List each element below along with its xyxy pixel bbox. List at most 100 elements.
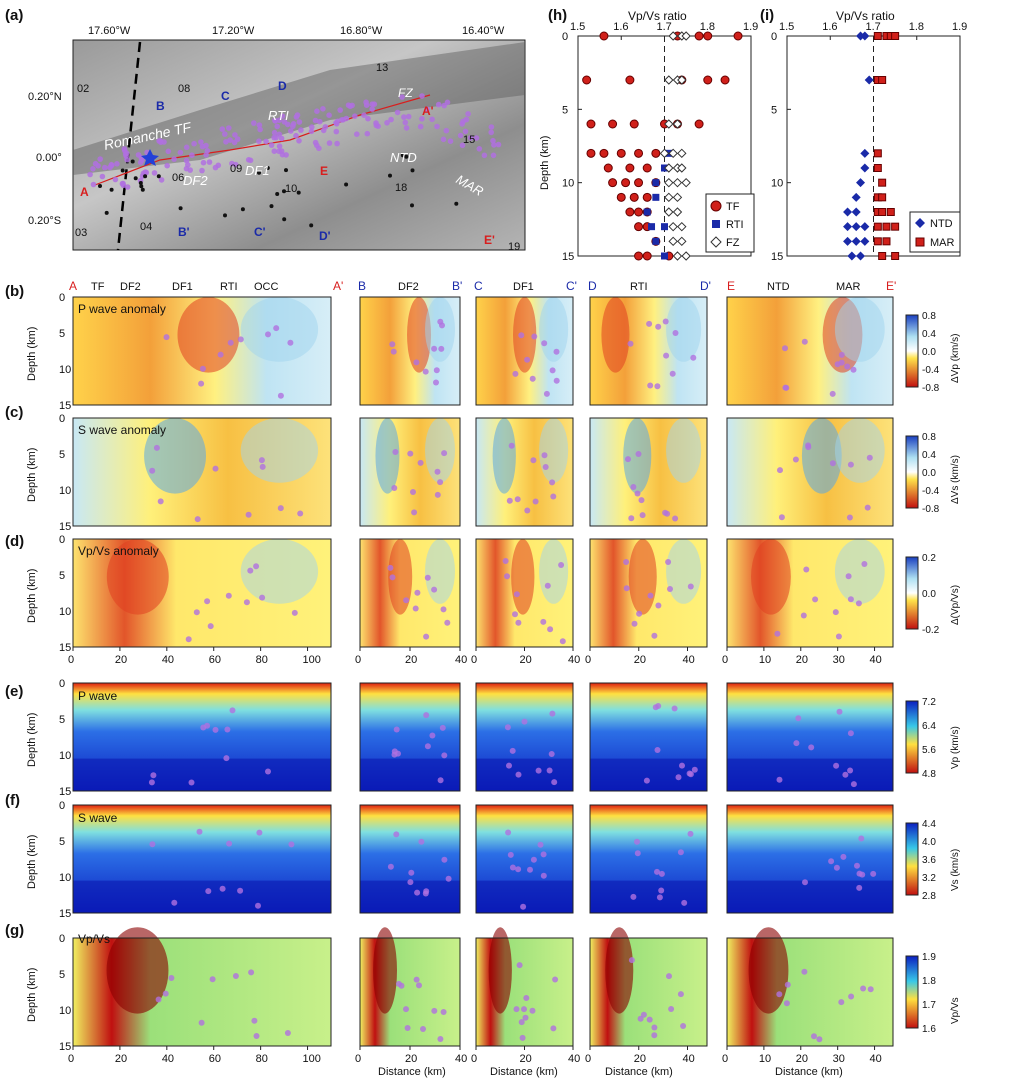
point-tf xyxy=(694,31,704,41)
epicenter xyxy=(401,114,407,120)
epicenter xyxy=(171,156,177,162)
hypocenter xyxy=(504,573,510,580)
deep-layer xyxy=(590,880,707,913)
point-tf xyxy=(616,148,626,158)
epicenter-black xyxy=(257,170,261,175)
x-tick-label: 20 xyxy=(796,654,808,666)
epicenter xyxy=(256,138,262,144)
epicenter xyxy=(490,137,496,144)
x-tick-label: 0 xyxy=(585,1053,591,1065)
hypocenter xyxy=(634,490,641,497)
hypocenter xyxy=(655,323,662,330)
hypocenter xyxy=(551,779,558,786)
hypocenter xyxy=(256,829,263,836)
epicenter-black xyxy=(109,187,114,192)
hypocenter xyxy=(413,976,420,983)
legend-label-fz: FZ xyxy=(726,237,740,249)
hypocenter xyxy=(155,996,162,1003)
hypocenter xyxy=(520,903,527,910)
epicenter xyxy=(333,121,340,127)
x-tick-label: 1.9 xyxy=(743,21,758,33)
epicenter-black xyxy=(133,176,138,181)
section-frame xyxy=(72,804,332,914)
epicenter-black xyxy=(400,153,405,158)
x-tick-label: 0 xyxy=(355,654,361,666)
hypocenter xyxy=(654,747,661,753)
epicenter xyxy=(271,134,277,141)
deep-layer xyxy=(360,758,460,791)
hypocenter xyxy=(529,375,536,382)
anomaly-blob xyxy=(539,297,569,362)
hypocenter xyxy=(431,586,438,593)
hypocenter xyxy=(157,498,164,505)
row-title-g: Vp/Vs xyxy=(78,932,110,946)
hypocenter xyxy=(398,982,405,989)
section-frame xyxy=(726,804,894,914)
point-mar xyxy=(873,237,882,246)
section-panel-f-2 xyxy=(475,804,574,914)
epicenter xyxy=(320,106,326,112)
section-end-e: E xyxy=(727,279,735,293)
hypocenter xyxy=(389,341,396,348)
epicenter-black xyxy=(130,159,135,164)
x-tick-label: 40 xyxy=(870,654,882,666)
epicenter xyxy=(198,139,204,145)
depth-tick-label: 0 xyxy=(59,534,65,546)
section-frame xyxy=(726,682,894,792)
profile-label-c: C xyxy=(221,89,230,103)
x-tick-label: 0 xyxy=(722,654,728,666)
legend-h: TF RTI FZ xyxy=(705,193,755,253)
x-tick-label: 10 xyxy=(759,654,771,666)
anomaly-blob xyxy=(834,297,885,362)
epicenter-black xyxy=(410,203,414,208)
lat-tick: 0.20°N xyxy=(28,91,62,103)
hypocenter xyxy=(200,724,207,731)
hypocenter xyxy=(547,626,554,633)
point-tf xyxy=(642,251,652,261)
epicenter xyxy=(405,113,412,120)
colorbar-tick: -0.4 xyxy=(922,365,940,376)
hypocenter xyxy=(801,968,808,975)
anomaly-blob xyxy=(388,539,413,615)
anomaly-blob xyxy=(492,418,516,494)
x-tick-label: 30 xyxy=(833,1053,845,1065)
profile-label-c-prime: C' xyxy=(254,225,266,239)
epicenter xyxy=(394,109,401,116)
hypocenter xyxy=(550,493,557,500)
depth-tick-label: 0 xyxy=(59,413,65,425)
x-tick-label: 1.5 xyxy=(570,21,585,33)
epicenter xyxy=(316,145,322,152)
depth-tick-label: 0 xyxy=(59,800,65,812)
legend-marker-fz xyxy=(710,236,722,248)
epicenter xyxy=(460,118,466,125)
section-frame xyxy=(72,296,332,406)
hypocenter xyxy=(433,379,439,386)
bathymetry-map xyxy=(72,39,526,251)
x-tick-label: 30 xyxy=(833,654,845,666)
hypocenter xyxy=(259,594,266,601)
epicenter xyxy=(99,173,106,180)
epicenter xyxy=(92,160,99,167)
hypocenter xyxy=(434,491,441,498)
lon-tick: 17.20°W xyxy=(212,25,255,37)
x-tick-label: 20 xyxy=(520,1053,532,1065)
colorbar-tick: 7.2 xyxy=(922,697,936,708)
point-tf xyxy=(629,119,639,129)
hypocenter xyxy=(856,884,863,891)
legend-label-rti: RTI xyxy=(726,219,744,231)
point-ntd xyxy=(860,31,870,41)
y-tick-label: 0 xyxy=(562,31,568,43)
section-panel-d-2: 0 20 40 xyxy=(471,538,580,666)
epicenter xyxy=(417,123,424,130)
colorbar-label: Vs (km/s) xyxy=(950,849,961,891)
y-tick-label: 10 xyxy=(562,178,574,190)
epicenter xyxy=(119,180,126,187)
epicenter xyxy=(212,164,219,171)
point-fz xyxy=(672,207,683,217)
point-ntd xyxy=(860,236,870,246)
section-frame xyxy=(589,417,708,527)
epicenter-black xyxy=(282,217,287,222)
hypocenter xyxy=(544,582,551,589)
hypocenter xyxy=(662,318,669,325)
anomaly-blob xyxy=(425,297,455,362)
